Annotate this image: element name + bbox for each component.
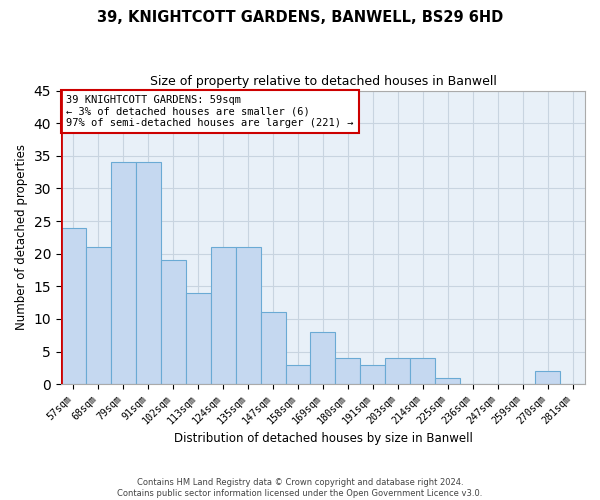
Title: Size of property relative to detached houses in Banwell: Size of property relative to detached ho…: [149, 75, 496, 88]
Bar: [310, 332, 335, 384]
Bar: [236, 247, 260, 384]
Bar: [211, 247, 236, 384]
Bar: [111, 162, 136, 384]
Bar: [86, 247, 111, 384]
Bar: [361, 364, 385, 384]
Bar: [410, 358, 435, 384]
Bar: [161, 260, 185, 384]
Text: Contains HM Land Registry data © Crown copyright and database right 2024.
Contai: Contains HM Land Registry data © Crown c…: [118, 478, 482, 498]
Bar: [435, 378, 460, 384]
Bar: [535, 371, 560, 384]
Bar: [61, 228, 86, 384]
Text: 39 KNIGHTCOTT GARDENS: 59sqm
← 3% of detached houses are smaller (6)
97% of semi: 39 KNIGHTCOTT GARDENS: 59sqm ← 3% of det…: [66, 95, 353, 128]
Bar: [286, 364, 310, 384]
Bar: [385, 358, 410, 384]
Bar: [335, 358, 361, 384]
Bar: [185, 293, 211, 384]
Bar: [136, 162, 161, 384]
Y-axis label: Number of detached properties: Number of detached properties: [15, 144, 28, 330]
Bar: [260, 312, 286, 384]
Text: 39, KNIGHTCOTT GARDENS, BANWELL, BS29 6HD: 39, KNIGHTCOTT GARDENS, BANWELL, BS29 6H…: [97, 10, 503, 25]
X-axis label: Distribution of detached houses by size in Banwell: Distribution of detached houses by size …: [173, 432, 472, 445]
